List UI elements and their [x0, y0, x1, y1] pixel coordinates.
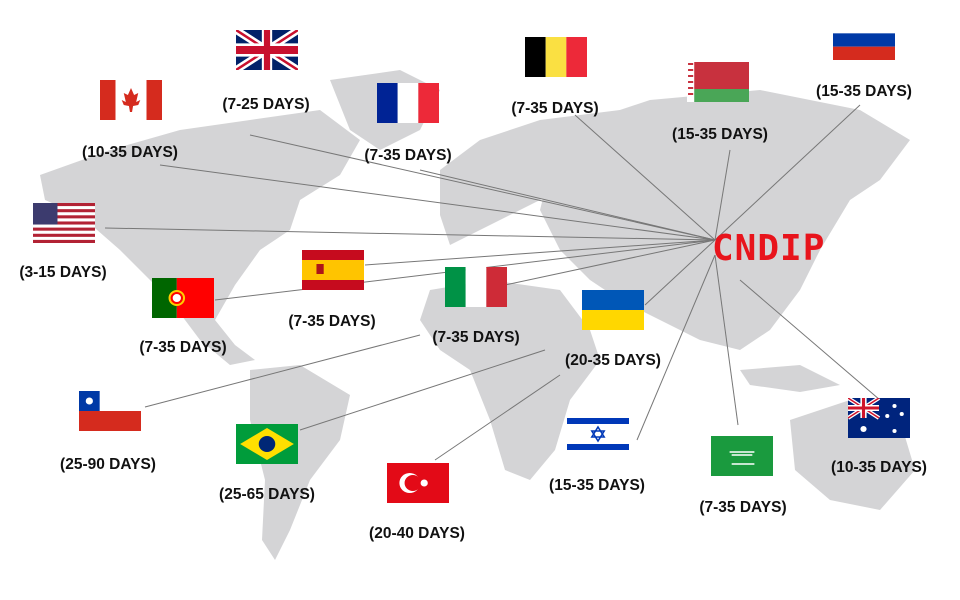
australia-flag [848, 398, 910, 438]
australia-time-label: (10-35 DAYS) [831, 459, 927, 476]
spain-flag [302, 250, 364, 290]
portugal-flag [152, 278, 214, 318]
italy-flag [445, 267, 507, 307]
spain-time-label: (7-35 DAYS) [288, 313, 376, 330]
brazil-flag [236, 424, 298, 464]
south-america [250, 365, 350, 560]
belgium-time-label: (7-35 DAYS) [511, 100, 599, 117]
italy-time-label: (7-35 DAYS) [432, 329, 520, 346]
saudi-time-label: (7-35 DAYS) [699, 499, 787, 516]
indonesia [740, 365, 840, 392]
uk-flag [236, 30, 298, 70]
russia-time-label: (15-35 DAYS) [816, 83, 912, 100]
israel-flag [567, 414, 629, 454]
usa-time-label: (3-15 DAYS) [19, 264, 107, 281]
belarus-time-label: (15-35 DAYS) [672, 126, 768, 143]
canada-flag [100, 80, 162, 120]
france-flag [377, 83, 439, 123]
turkey-flag [387, 463, 449, 503]
africa [420, 280, 600, 480]
israel-time-label: (15-35 DAYS) [549, 477, 645, 494]
canada-time-label: (10-35 DAYS) [82, 144, 178, 161]
route-lines [104, 104, 881, 461]
saudi-flag [711, 436, 773, 476]
north-america [40, 110, 360, 365]
belgium-flag [525, 37, 587, 77]
portugal-time-label: (7-35 DAYS) [139, 339, 227, 356]
uk-time-label: (7-25 DAYS) [222, 96, 310, 113]
chile-time-label: (25-90 DAYS) [60, 456, 156, 473]
usa-flag [33, 203, 95, 243]
brazil-time-label: (25-65 DAYS) [219, 486, 315, 503]
ukraine-flag [582, 290, 644, 330]
russia-flag [833, 20, 895, 60]
belarus-flag [687, 62, 749, 102]
hub-label: CNDIP [712, 228, 826, 269]
france-time-label: (7-35 DAYS) [364, 147, 452, 164]
ukraine-time-label: (20-35 DAYS) [565, 352, 661, 369]
turkey-time-label: (20-40 DAYS) [369, 525, 465, 542]
asia [540, 90, 910, 350]
chile-flag [79, 391, 141, 431]
